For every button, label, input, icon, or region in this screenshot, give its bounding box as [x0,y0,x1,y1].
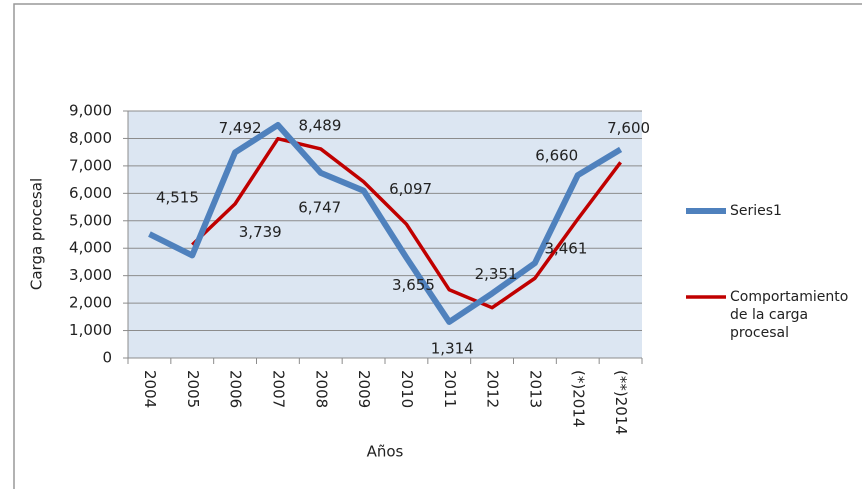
y-tick-label: 8,000 [69,129,112,147]
x-tick-label: (*)2014 [569,370,587,427]
legend-label: Comportamiento de la carga procesal [730,289,849,341]
y-tick-label: 9,000 [69,102,112,120]
plot-area [128,111,642,358]
series-line [148,122,623,325]
y-axis-title: Carga procesal [28,178,46,290]
data-label: 1,314 [431,339,474,357]
data-label: 7,600 [607,119,650,137]
x-tick-label: 2013 [526,370,544,408]
x-tick-label: 2010 [398,370,416,408]
data-label: 6,747 [298,198,341,216]
x-tick-label: 2009 [355,370,373,408]
x-tick-label: 2004 [141,370,159,408]
legend-label: Series1 [730,203,782,219]
data-label: 3,739 [239,223,282,241]
x-tick-label: 2007 [269,370,287,408]
x-axis-title: Años [367,443,404,461]
data-label: 3,461 [544,240,587,258]
x-tick-label: 2012 [484,370,502,408]
x-tick-label: (**)2014 [612,370,630,435]
y-tick-label: 5,000 [69,211,112,229]
data-label: 2,351 [475,265,518,283]
x-tick-label: 2005 [184,370,202,408]
y-tick-label: 0 [102,349,112,367]
x-tick-label: 2008 [312,370,330,408]
data-label: 8,489 [298,117,341,135]
y-tick-label: 7,000 [69,156,112,174]
y-tick-label: 6,000 [69,184,112,202]
x-tick-label: 2011 [441,370,459,408]
data-label: 6,097 [389,180,432,198]
y-tick-label: 2,000 [69,294,112,312]
data-label: 4,515 [156,189,199,207]
y-tick-label: 4,000 [69,239,112,257]
data-label: 6,660 [535,147,578,165]
data-label: 7,492 [219,119,262,137]
y-tick-label: 1,000 [69,321,112,339]
y-tick-label: 3,000 [69,266,112,284]
series-line [191,136,622,310]
x-tick-label: 2006 [227,370,245,408]
data-label: 3,655 [392,276,435,294]
